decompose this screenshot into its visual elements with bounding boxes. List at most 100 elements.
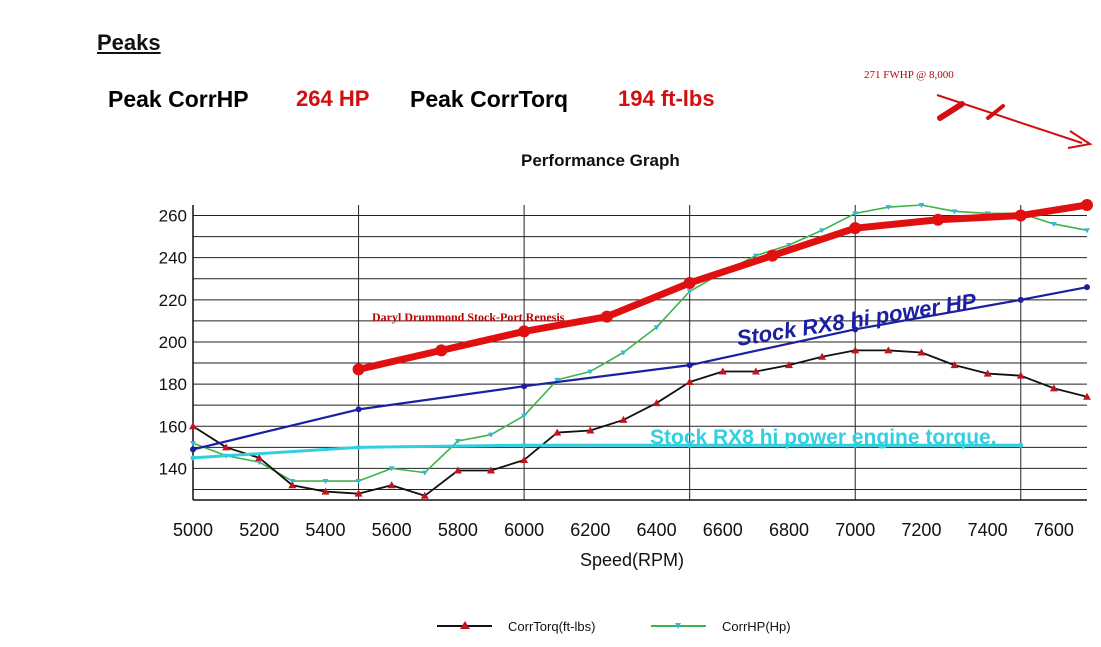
corrtorq-point [189,422,197,430]
fwhp-arrow-tick [937,101,965,121]
y-tick-label: 200 [159,333,187,352]
corrtorq-point [520,455,529,463]
stock-torque-line [191,443,1023,460]
corrhp-point [587,369,594,375]
x-tick-label: 6200 [570,520,610,540]
peak-hp-value: 264 HP [296,86,370,111]
x-tick-label: 6600 [703,520,743,540]
x-tick-label: 5600 [372,520,412,540]
corrtorq-point [1049,384,1058,392]
corrhp-point [190,441,196,447]
corrtorq-point [453,466,462,474]
corrtorq-point [255,453,264,461]
corrtorq-point [917,348,926,356]
corrhp-point [786,243,792,249]
peak-torque-label: Peak CorrTorq [410,86,569,112]
daryl-line [355,201,1091,373]
corrhp-point [355,479,362,485]
corrtorq-point [487,466,495,474]
peak-hp-label: Peak CorrHP [108,86,249,112]
fwhp-arrow-head [1067,130,1093,149]
corrhp-point [488,432,494,438]
corrhp-point [1050,221,1057,227]
corrtorq-point [354,489,363,497]
corrtorq-point [983,369,992,377]
x-tick-label: 5000 [173,520,213,540]
stock-hp-point [355,406,362,413]
corrhp-point [1084,228,1090,234]
grid-layer [192,205,1087,501]
corrtorq-point [652,399,661,407]
x-tick-label: 5200 [239,520,279,540]
y-tick-label: 180 [159,375,187,394]
daryl-point [932,213,944,226]
stock-hp-point [190,446,196,453]
x-tick-label: 7400 [968,520,1008,540]
corrtorq-point [818,352,827,360]
stock-torque-point [521,442,527,448]
fwhp-arrow-tick [986,104,1005,120]
stock-torque-point [356,444,362,450]
corrhp-point [885,205,892,211]
daryl-point [1014,209,1027,222]
y-tick-label: 240 [159,249,187,268]
corrtorq-point [851,346,860,354]
legend-label-torque: CorrTorq(ft-lbs) [508,619,595,634]
corrtorq-point [884,346,893,354]
daryl-point [683,276,696,289]
corrhp-point [918,203,925,208]
corrtorq-point [288,481,297,489]
corrhp-point [752,253,759,259]
y-tick-label: 140 [159,459,187,478]
stock-torque-point [852,442,858,448]
stock-torque-point [190,455,196,461]
corrtorq-point [718,367,727,375]
corrtorq-point [420,491,429,499]
corrtorq-point [222,443,231,451]
legend-marker-hp [675,623,681,629]
stock-torque-label: Stock RX8 hi power engine torque. [650,426,997,449]
corrhp-point [852,211,859,217]
y-tick-label: 220 [159,291,187,310]
corrtorq-point [1016,371,1025,379]
stock-hp-point [686,362,693,369]
corrhp-point [421,470,428,476]
x-tick-label: 7200 [901,520,941,540]
stock-hp-point [852,326,859,333]
x-tick-label: 5400 [305,520,345,540]
stock-torque-point [1018,442,1024,448]
daryl-point [849,222,862,235]
corrhp-line [192,204,1088,482]
fwhp-arrow-shaft [936,94,1083,144]
corrtorq-point [751,367,760,375]
legend-layer: CorrTorq(ft-lbs) CorrHP(Hp) [437,619,791,634]
stock-hp-point [1017,296,1024,303]
daryl-point [518,325,531,338]
x-tick-label: 6800 [769,520,809,540]
corrhp-point [653,325,660,331]
y-tick-label: 160 [159,417,187,436]
corrtorq-point [1083,392,1091,400]
chart-title: Performance Graph [521,151,680,170]
stock-torque-point [687,442,693,448]
x-tick-label: 6400 [637,520,677,540]
x-tick-label: 7600 [1034,520,1074,540]
corrtorq-point [321,487,330,495]
corrhp-point [686,289,693,295]
stock-hp-point [521,383,528,390]
corrtorq-point [685,378,694,385]
stock-hp-point [1084,284,1090,291]
corrtorq-point [586,426,595,434]
legend-label-hp: CorrHP(Hp) [722,619,791,634]
corrhp-point [819,228,826,234]
daryl-point [600,310,613,323]
corrhp-point [951,209,958,215]
corrtorq-line [192,349,1088,497]
x-axis-label: Speed(RPM) [580,550,685,570]
y-tick-label: 260 [159,207,187,226]
corrhp-point [620,350,627,356]
tick-layer: 140 160 180 200 220 240 260 5000 5200 5400 5600 580… [159,207,1074,540]
corrhp-point [388,466,395,472]
daryl-point [1081,199,1093,211]
